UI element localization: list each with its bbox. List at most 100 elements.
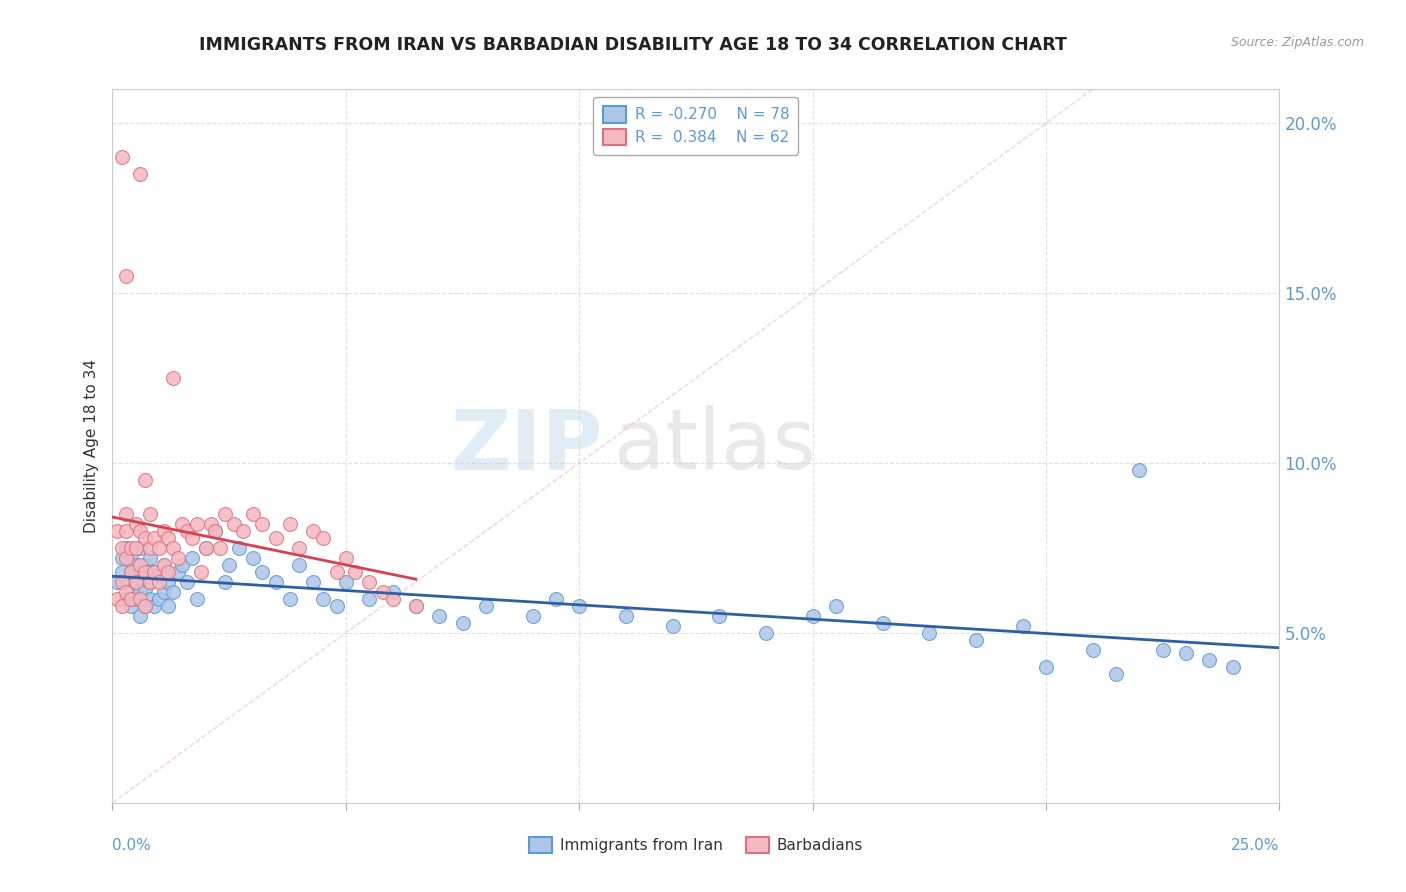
Point — [143, 531, 166, 545]
Point — [1105, 666, 1128, 681]
Text: 0.0%: 0.0% — [112, 838, 152, 854]
Text: 25.0%: 25.0% — [1232, 838, 1279, 854]
Point — [190, 565, 212, 579]
Point — [405, 599, 427, 613]
Point — [139, 551, 162, 566]
Point — [111, 565, 134, 579]
Point — [568, 599, 591, 613]
Point — [148, 568, 170, 582]
Point — [200, 517, 222, 532]
Point — [120, 585, 142, 599]
Text: atlas: atlas — [614, 406, 815, 486]
Point — [125, 541, 148, 555]
Point — [148, 541, 170, 555]
Point — [115, 524, 138, 538]
Text: IMMIGRANTS FROM IRAN VS BARBADIAN DISABILITY AGE 18 TO 34 CORRELATION CHART: IMMIGRANTS FROM IRAN VS BARBADIAN DISABI… — [198, 36, 1067, 54]
Point — [111, 599, 134, 613]
Point — [166, 565, 188, 579]
Point — [250, 565, 273, 579]
Point — [242, 507, 264, 521]
Point — [544, 591, 567, 606]
Point — [278, 517, 301, 532]
Point — [176, 524, 198, 538]
Point — [208, 541, 231, 555]
Point — [129, 591, 152, 606]
Point — [120, 565, 142, 579]
Point — [148, 574, 170, 589]
Point — [129, 541, 152, 555]
Point — [120, 565, 142, 579]
Point — [1222, 660, 1244, 674]
Point — [194, 541, 217, 555]
Point — [218, 558, 240, 572]
Point — [105, 574, 128, 589]
Legend: Immigrants from Iran, Barbadians: Immigrants from Iran, Barbadians — [523, 830, 869, 859]
Point — [242, 551, 264, 566]
Point — [139, 574, 162, 589]
Y-axis label: Disability Age 18 to 34: Disability Age 18 to 34 — [83, 359, 98, 533]
Point — [172, 517, 194, 532]
Point — [278, 591, 301, 606]
Point — [302, 574, 325, 589]
Point — [755, 626, 778, 640]
Point — [134, 599, 156, 613]
Point — [143, 565, 166, 579]
Point — [325, 565, 347, 579]
Point — [176, 574, 198, 589]
Point — [186, 591, 208, 606]
Point — [134, 565, 156, 579]
Point — [157, 574, 180, 589]
Point — [311, 531, 333, 545]
Point — [381, 591, 404, 606]
Point — [288, 541, 311, 555]
Point — [1035, 660, 1057, 674]
Point — [172, 558, 194, 572]
Point — [153, 585, 176, 599]
Point — [111, 574, 134, 589]
Point — [134, 531, 156, 545]
Point — [129, 565, 152, 579]
Text: ZIP: ZIP — [450, 406, 603, 486]
Point — [661, 619, 683, 633]
Point — [325, 599, 347, 613]
Point — [125, 574, 148, 589]
Point — [125, 591, 148, 606]
Point — [204, 524, 226, 538]
Point — [129, 558, 152, 572]
Point — [614, 608, 637, 623]
Point — [129, 608, 152, 623]
Point — [120, 599, 142, 613]
Point — [709, 608, 731, 623]
Point — [157, 565, 180, 579]
Point — [965, 632, 987, 647]
Point — [115, 551, 138, 566]
Point — [162, 541, 184, 555]
Point — [335, 574, 357, 589]
Point — [115, 269, 138, 284]
Point — [222, 517, 245, 532]
Point — [153, 558, 176, 572]
Point — [180, 531, 202, 545]
Point — [311, 591, 333, 606]
Point — [180, 551, 202, 566]
Point — [143, 565, 166, 579]
Point — [373, 585, 395, 599]
Point — [148, 591, 170, 606]
Point — [359, 591, 381, 606]
Point — [232, 524, 254, 538]
Point — [204, 524, 226, 538]
Point — [162, 371, 184, 385]
Point — [872, 615, 894, 630]
Point — [1175, 646, 1198, 660]
Point — [264, 531, 287, 545]
Point — [153, 558, 176, 572]
Point — [129, 585, 152, 599]
Point — [134, 473, 156, 487]
Point — [139, 541, 162, 555]
Point — [153, 524, 176, 538]
Point — [162, 585, 184, 599]
Point — [120, 541, 142, 555]
Point — [918, 626, 941, 640]
Point — [129, 524, 152, 538]
Point — [214, 507, 236, 521]
